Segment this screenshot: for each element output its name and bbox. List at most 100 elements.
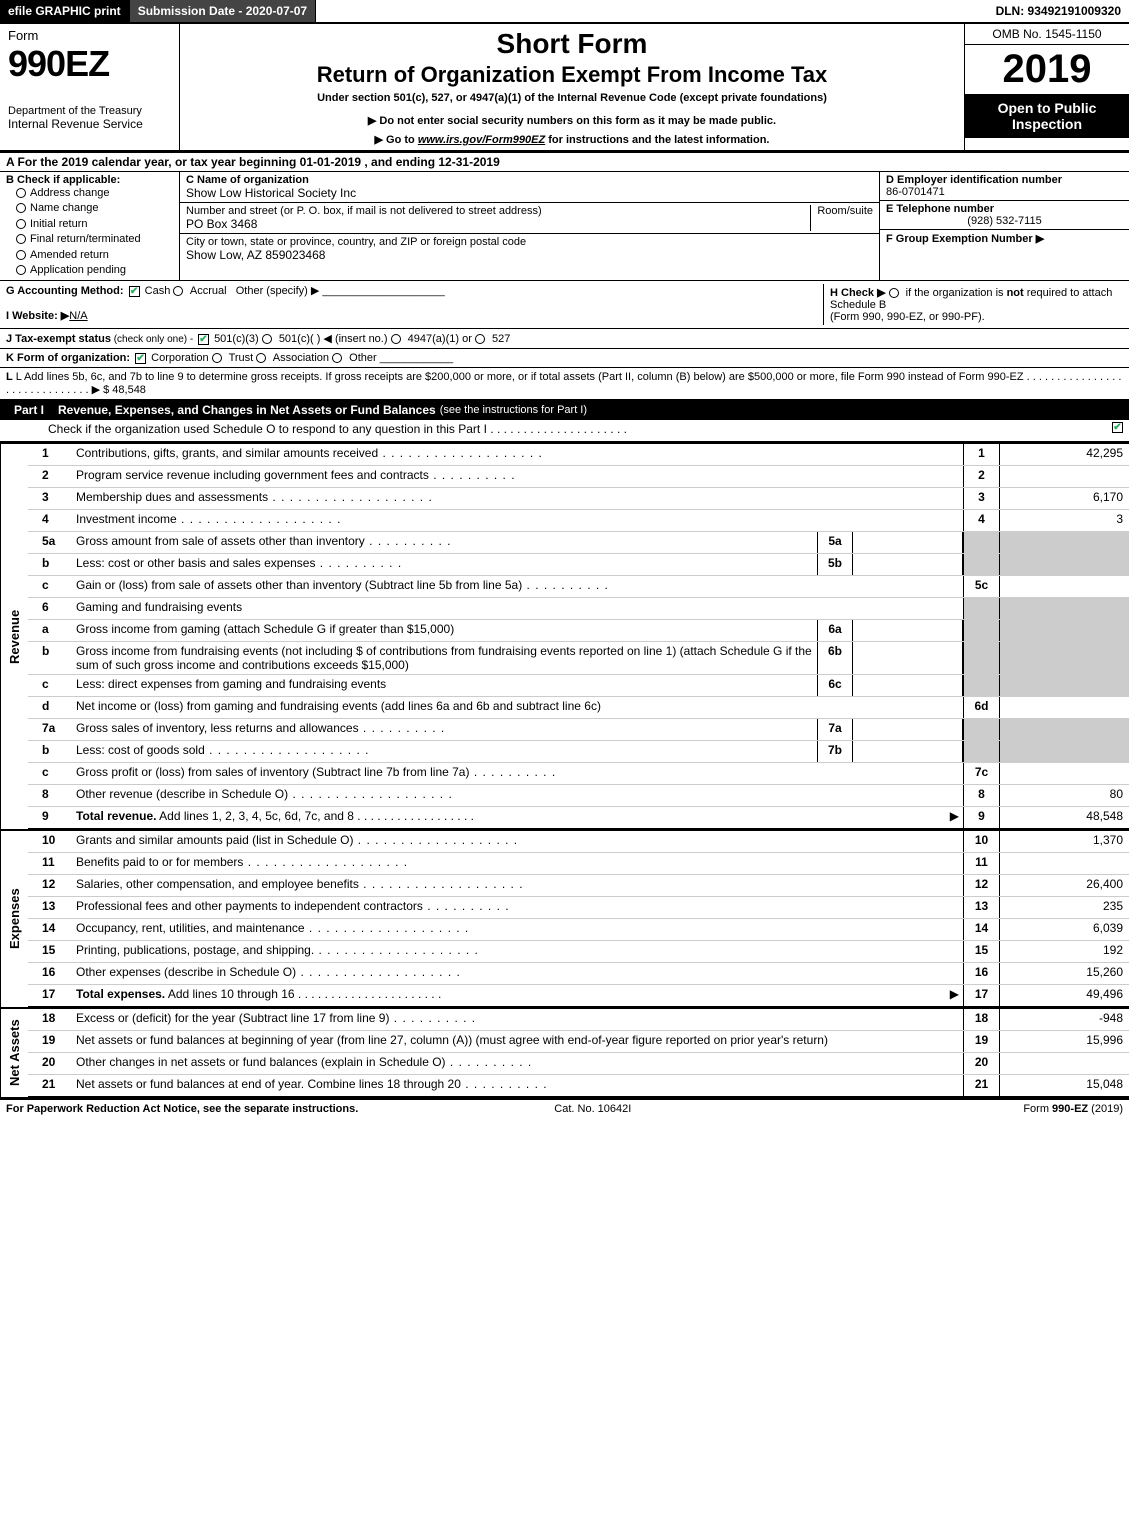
subtitle-section: Under section 501(c), 527, or 4947(a)(1)… [188, 92, 956, 104]
b-application-pending[interactable]: Application pending [16, 263, 173, 278]
line-7c-text: Gross profit or (loss) from sales of inv… [72, 763, 963, 784]
line-3-value: 6,170 [999, 488, 1129, 509]
line-gh: G Accounting Method: Cash Accrual Other … [0, 281, 1129, 329]
c-room-label: Room/suite [810, 205, 873, 231]
dept-treasury: Department of the Treasury [8, 105, 171, 117]
form-code: 990EZ [8, 43, 171, 85]
line-6-text: Gaming and fundraising events [72, 598, 963, 619]
form-label: Form [8, 28, 171, 43]
line-15-text: Printing, publications, postage, and shi… [72, 941, 963, 962]
line-6a-value [853, 620, 963, 641]
line-21-value: 15,048 [999, 1075, 1129, 1096]
part1-label: Part I [8, 403, 50, 417]
footer-paperwork: For Paperwork Reduction Act Notice, see … [6, 1103, 358, 1115]
line-17-text: Total expenses. Add lines 10 through 16 … [72, 985, 963, 1006]
line-19-text: Net assets or fund balances at beginning… [72, 1031, 963, 1052]
submission-date: Submission Date - 2020-07-07 [130, 0, 316, 22]
line-11-text: Benefits paid to or for members [72, 853, 963, 874]
b-name-change[interactable]: Name change [16, 201, 173, 216]
line-15-value: 192 [999, 941, 1129, 962]
netassets-section: Net Assets 18Excess or (deficit) for the… [0, 1009, 1129, 1099]
c-city-label: City or town, state or province, country… [186, 236, 873, 248]
line-16-text: Other expenses (describe in Schedule O) [72, 963, 963, 984]
header-left: Form 990EZ Department of the Treasury In… [0, 24, 180, 150]
k-trust-radio[interactable] [212, 353, 222, 363]
line-19-value: 15,996 [999, 1031, 1129, 1052]
line-a-taxyear: A For the 2019 calendar year, or tax yea… [0, 153, 1129, 172]
k-corp-checkbox[interactable] [135, 353, 146, 364]
j-527-radio[interactable] [475, 334, 485, 344]
c-addr: PO Box 3468 [186, 217, 810, 231]
line-6d-text: Net income or (loss) from gaming and fun… [72, 697, 963, 718]
line-2-value [999, 466, 1129, 487]
page-footer: For Paperwork Reduction Act Notice, see … [0, 1099, 1129, 1118]
h-checkbox[interactable] [889, 288, 899, 298]
j-4947-radio[interactable] [391, 334, 401, 344]
line-10-value: 1,370 [999, 831, 1129, 852]
dept-irs: Internal Revenue Service [8, 117, 171, 131]
b-amended[interactable]: Amended return [16, 248, 173, 263]
line-14-value: 6,039 [999, 919, 1129, 940]
line-4-value: 3 [999, 510, 1129, 531]
open-to-public: Open to Public Inspection [965, 94, 1129, 138]
title-return: Return of Organization Exempt From Incom… [188, 62, 956, 88]
line-18-value: -948 [999, 1009, 1129, 1030]
part1-title: Revenue, Expenses, and Changes in Net As… [58, 403, 436, 417]
form-header: Form 990EZ Department of the Treasury In… [0, 24, 1129, 153]
warning-ssn: ▶ Do not enter social security numbers o… [188, 114, 956, 127]
d-ein: 86-0701471 [886, 186, 1123, 198]
line-11-value [999, 853, 1129, 874]
goto-line: ▶ Go to www.irs.gov/Form990EZ for instru… [188, 133, 956, 146]
box-b: B Check if applicable: Address change Na… [0, 172, 180, 280]
k-other-radio[interactable] [332, 353, 342, 363]
part1-check-line: Check if the organization used Schedule … [44, 420, 1129, 441]
irs-link[interactable]: www.irs.gov/Form990EZ [418, 134, 545, 146]
line-2-text: Program service revenue including govern… [72, 466, 963, 487]
omb-number: OMB No. 1545-1150 [965, 24, 1129, 45]
expenses-label: Expenses [0, 831, 28, 1007]
line-12-value: 26,400 [999, 875, 1129, 896]
part1-schedule-o-checkbox[interactable] [1112, 422, 1123, 433]
line-9-text: Total revenue. Add lines 1, 2, 3, 4, 5c,… [72, 807, 963, 828]
b-final-return[interactable]: Final return/terminated [16, 232, 173, 247]
line-6b-value [853, 642, 963, 674]
tax-year: 2019 [965, 45, 1129, 94]
line-k: K Form of organization: Corporation Trus… [0, 349, 1129, 368]
c-label: C Name of organization [186, 174, 873, 186]
line-5c-value [999, 576, 1129, 597]
i-label: I Website: ▶ [6, 310, 69, 322]
g-accrual-radio[interactable] [173, 286, 183, 296]
header-right: OMB No. 1545-1150 2019 Open to Public In… [964, 24, 1129, 150]
line-16-value: 15,260 [999, 963, 1129, 984]
revenue-label: Revenue [0, 444, 28, 829]
b-initial-return[interactable]: Initial return [16, 217, 173, 232]
line-7a-value [853, 719, 963, 740]
line-13-text: Professional fees and other payments to … [72, 897, 963, 918]
header-mid: Short Form Return of Organization Exempt… [180, 24, 964, 150]
part1-header: Part I Revenue, Expenses, and Changes in… [0, 400, 1129, 420]
line-5b-value [853, 554, 963, 575]
footer-formref: Form 990-EZ (2019) [1023, 1103, 1123, 1115]
line-14-text: Occupancy, rent, utilities, and maintena… [72, 919, 963, 940]
i-website: N/A [69, 310, 87, 322]
line-5a-value [853, 532, 963, 553]
line-6d-value [999, 697, 1129, 718]
line-8-text: Other revenue (describe in Schedule O) [72, 785, 963, 806]
g-cash-checkbox[interactable] [129, 286, 140, 297]
line-6a-text: Gross income from gaming (attach Schedul… [72, 620, 817, 641]
line-8-value: 80 [999, 785, 1129, 806]
efile-print[interactable]: efile GRAPHIC print [0, 0, 130, 22]
line-1-value: 42,295 [999, 444, 1129, 465]
line-4-text: Investment income [72, 510, 963, 531]
c-addr-label: Number and street (or P. O. box, if mail… [186, 205, 810, 217]
k-assoc-radio[interactable] [256, 353, 266, 363]
b-address-change[interactable]: Address change [16, 186, 173, 201]
line-6b-text: Gross income from fundraising events (no… [72, 642, 817, 674]
dln: DLN: 93492191009320 [988, 0, 1129, 22]
title-short-form: Short Form [188, 28, 956, 60]
line-g: G Accounting Method: Cash Accrual Other … [6, 284, 823, 325]
j-501c-radio[interactable] [262, 334, 272, 344]
j-501c3-checkbox[interactable] [198, 334, 209, 345]
b-label: B Check if applicable: [6, 174, 173, 186]
d-label: D Employer identification number [886, 174, 1123, 186]
